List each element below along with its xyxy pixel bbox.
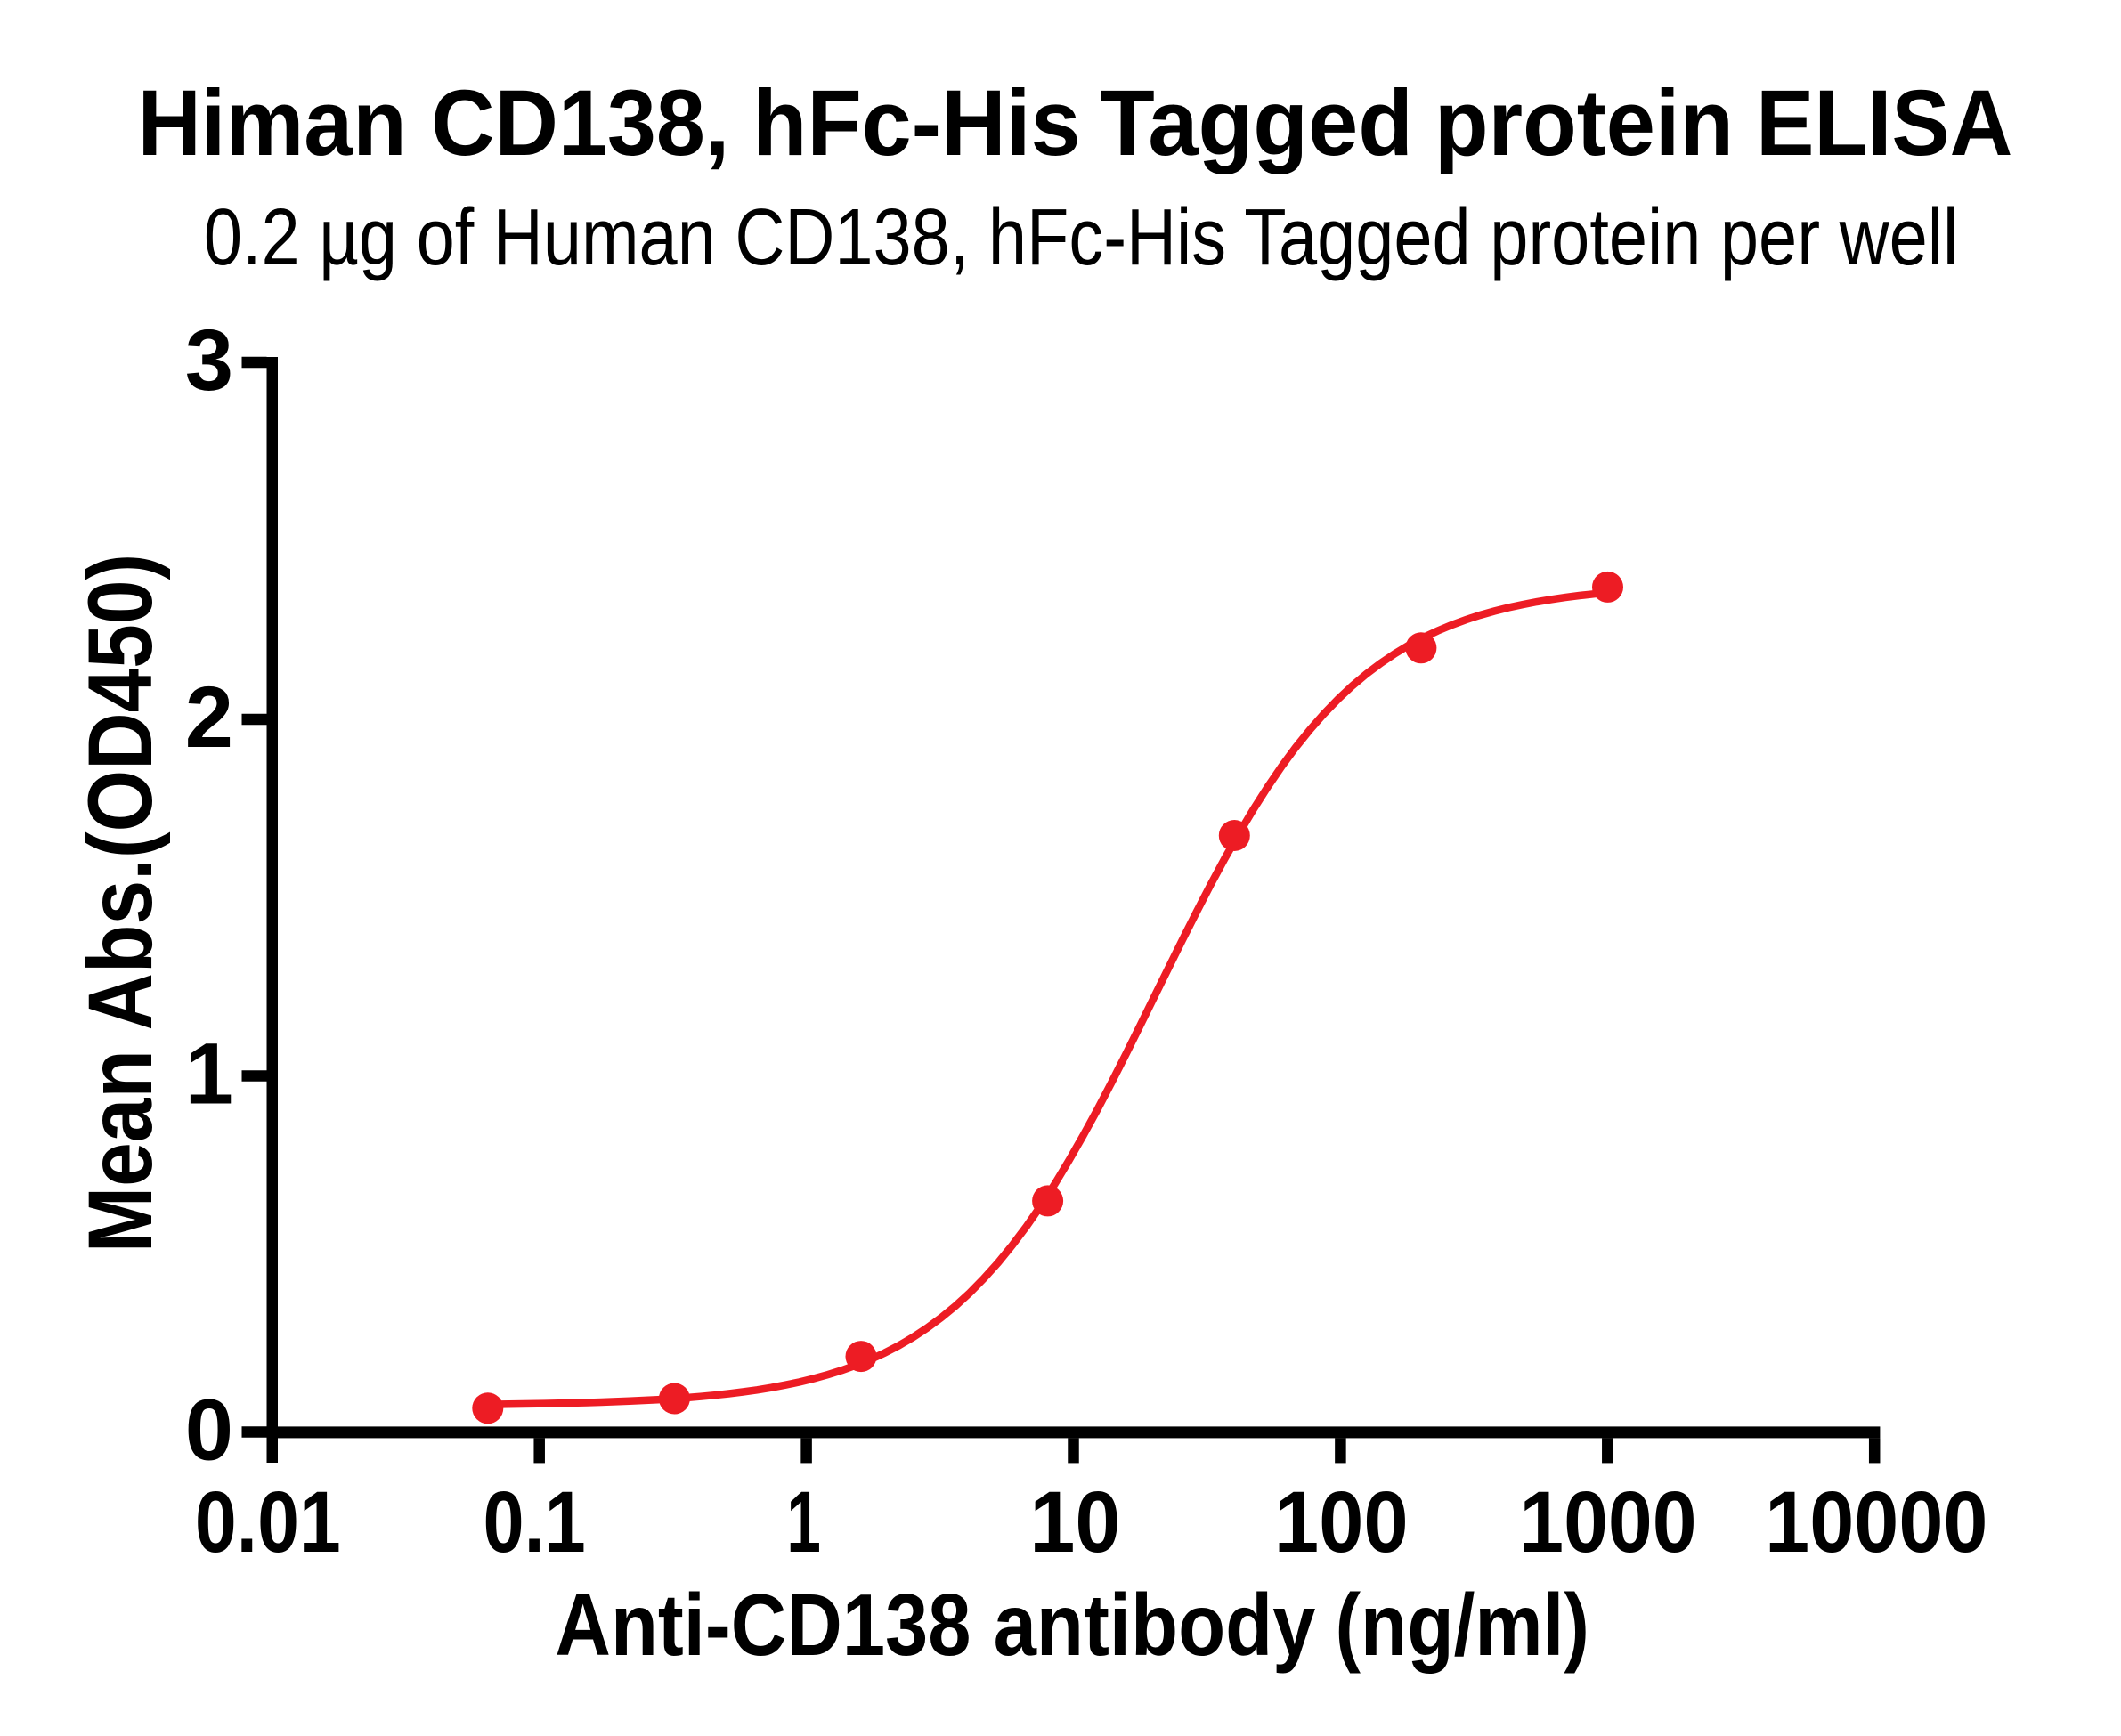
svg-text:2: 2 [185,669,233,766]
svg-text:10000: 10000 [1765,1473,1987,1570]
svg-text:1: 1 [185,1026,233,1123]
svg-text:0.1: 0.1 [484,1474,586,1571]
svg-text:0: 0 [185,1382,233,1479]
svg-text:100: 100 [1274,1473,1409,1570]
svg-text:0.2 µg of Human CD138, hFc-His: 0.2 µg of Human CD138, hFc-His Tagged pr… [204,192,1958,282]
svg-text:Mean Abs.(OD450): Mean Abs.(OD450) [69,554,171,1253]
svg-text:(ng/ml): (ng/ml) [1336,1576,1589,1674]
svg-text:Anti-CD138: Anti-CD138 [555,1576,971,1674]
svg-text:3: 3 [185,312,233,409]
svg-text:protein: protein [1434,70,1734,174]
svg-text:hFc-His: hFc-His [752,70,1080,174]
svg-text:ELISA: ELISA [1756,70,2012,175]
svg-text:0.01: 0.01 [195,1474,341,1570]
svg-text:1: 1 [786,1472,821,1570]
svg-text:antibody: antibody [994,1576,1316,1674]
svg-text:Himan CD138,: Himan CD138, [138,70,730,174]
svg-text:10: 10 [1029,1473,1120,1570]
svg-text:Tagged: Tagged [1100,70,1413,174]
svg-text:1000: 1000 [1519,1472,1696,1570]
